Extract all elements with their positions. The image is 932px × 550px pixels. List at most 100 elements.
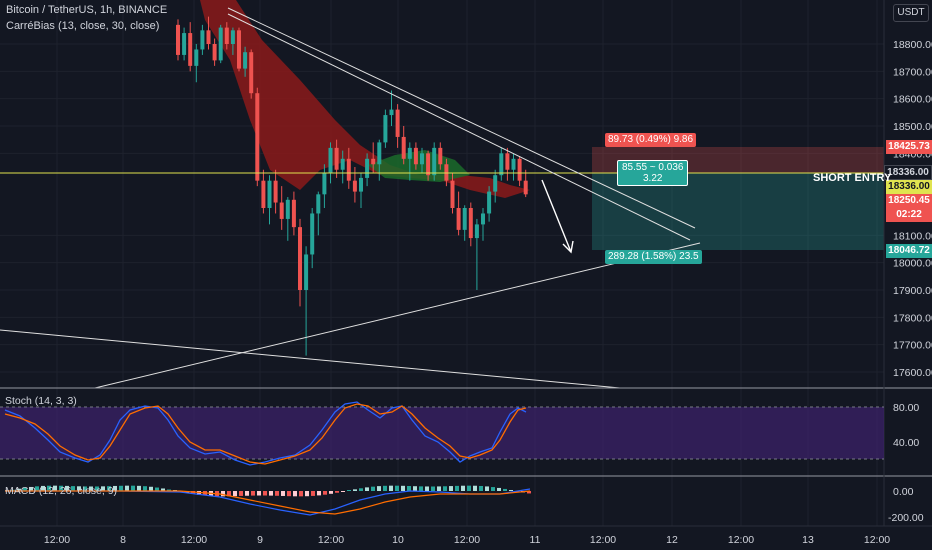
candle-body xyxy=(456,208,461,230)
candle-body xyxy=(487,191,492,214)
risk-label: 89.73 (0.49%) 9.86 xyxy=(605,133,697,147)
candle-body xyxy=(420,153,424,165)
candle-body xyxy=(188,33,193,66)
candle-body xyxy=(237,30,241,69)
candle-body xyxy=(499,153,504,176)
countdown-tag: 02:22 xyxy=(886,208,932,222)
macd-bar xyxy=(281,491,285,496)
upper-trendline-2[interactable] xyxy=(227,13,691,241)
time-tick: 12:00 xyxy=(44,534,70,546)
indicator-legend[interactable]: CarréBias (13, close, 30, close) xyxy=(6,20,159,32)
time-tick: 12:00 xyxy=(864,534,890,546)
symbol-legend[interactable]: Bitcoin / TetherUS, 1h, BINANCE xyxy=(6,4,167,16)
macd-bar xyxy=(413,486,417,491)
macd-legend[interactable]: MACD (12, 26, close, 9) xyxy=(5,485,118,497)
macd-bar xyxy=(341,491,345,492)
candle-body xyxy=(273,180,278,203)
macd-bar xyxy=(377,486,381,491)
candle-body xyxy=(401,136,406,159)
macd-bar xyxy=(137,485,141,491)
candle-body xyxy=(255,93,260,181)
macd-bar xyxy=(227,491,231,497)
macd-tick-neg200: -200.00 xyxy=(888,512,924,524)
reward-label: 289.28 (1.58%) 23.5 xyxy=(605,250,702,264)
candle-body xyxy=(352,180,357,192)
macd-bar xyxy=(245,491,249,496)
macd-bar xyxy=(143,486,147,491)
candle-body xyxy=(182,33,187,55)
macd-bar xyxy=(323,491,327,495)
macd-bar xyxy=(473,485,477,491)
stoch-k-line xyxy=(4,401,527,466)
stoch-d-line xyxy=(4,403,527,465)
macd-bar xyxy=(479,485,483,491)
macd-bar xyxy=(131,485,135,491)
price-tick: 17800.00 xyxy=(893,312,932,324)
macd-bar xyxy=(401,485,405,491)
macd-bar xyxy=(17,488,21,491)
candle-body xyxy=(249,52,254,94)
price-axis[interactable]: 18800.0018700.0018600.0018500.0018400.00… xyxy=(893,39,932,379)
macd-bar xyxy=(287,491,291,497)
macd-bar xyxy=(335,491,339,493)
macd-bar xyxy=(395,485,399,491)
trend-lines[interactable] xyxy=(0,7,701,389)
candle-body xyxy=(328,147,333,173)
candle-body xyxy=(462,208,467,230)
macd-bar xyxy=(101,486,105,491)
indicator-title[interactable]: CarréBias (13, close, 30, close) xyxy=(6,20,160,32)
candle-body xyxy=(340,158,345,170)
time-tick: 11 xyxy=(530,534,541,546)
candle-body xyxy=(200,30,205,50)
macd-bar xyxy=(407,485,411,491)
currency-text: USDT xyxy=(897,7,925,18)
candle-body xyxy=(377,142,382,165)
candle-body xyxy=(279,202,284,219)
macd-tick-0: 0.00 xyxy=(893,486,914,498)
price-tick: 18000.00 xyxy=(893,258,932,270)
currency-label[interactable]: USDT xyxy=(893,4,929,22)
macd-bar xyxy=(29,486,33,491)
descending-support-line[interactable] xyxy=(0,329,621,389)
target-price-tag: 18046.72 xyxy=(886,244,932,258)
current-price-tag: 18250.45 xyxy=(886,194,932,208)
candle-body xyxy=(426,153,431,176)
candle-body xyxy=(505,153,510,170)
candle-body xyxy=(365,158,370,178)
macd-bar xyxy=(269,491,273,496)
macd-bar xyxy=(149,486,153,491)
candle-body xyxy=(450,180,455,208)
short-entry-annotation[interactable]: SHORT ENTRY xyxy=(813,172,892,184)
macd-bar xyxy=(113,485,117,491)
entry-price-tag: 18336.00 xyxy=(886,180,932,194)
candle-body xyxy=(261,180,266,208)
candle-body xyxy=(371,158,376,165)
candle-body xyxy=(243,52,248,69)
lower-trendline[interactable] xyxy=(94,242,701,389)
macd-bar xyxy=(311,491,315,496)
candle-body xyxy=(267,180,272,208)
candle-body xyxy=(407,147,412,159)
upper-trendline-1[interactable] xyxy=(227,7,696,229)
candle-body xyxy=(291,199,296,228)
macd-histogram xyxy=(5,485,531,497)
price-tick: 18800.00 xyxy=(893,39,932,51)
stoch-legend[interactable]: Stoch (14, 3, 3) xyxy=(5,395,77,407)
macd-bar xyxy=(419,486,423,491)
candle-body xyxy=(346,158,351,181)
macd-bar xyxy=(353,489,357,491)
time-tick: 10 xyxy=(392,534,404,546)
macd-bar xyxy=(83,486,87,491)
short-arrow[interactable] xyxy=(541,179,574,254)
macd-bar xyxy=(53,485,57,491)
time-tick: 13 xyxy=(802,534,814,546)
macd-bar xyxy=(437,486,441,491)
macd-bar xyxy=(77,486,81,491)
time-axis[interactable]: 12:00 8 12:00 9 12:00 10 12:00 11 12:00 12 12:00 13… xyxy=(44,534,890,546)
macd-bar xyxy=(317,491,321,496)
macd-pane xyxy=(5,485,531,516)
symbol-title[interactable]: Bitcoin / TetherUS, 1h, BINANCE xyxy=(6,4,168,16)
macd-bar xyxy=(155,487,159,491)
stoch-pane xyxy=(0,401,884,466)
